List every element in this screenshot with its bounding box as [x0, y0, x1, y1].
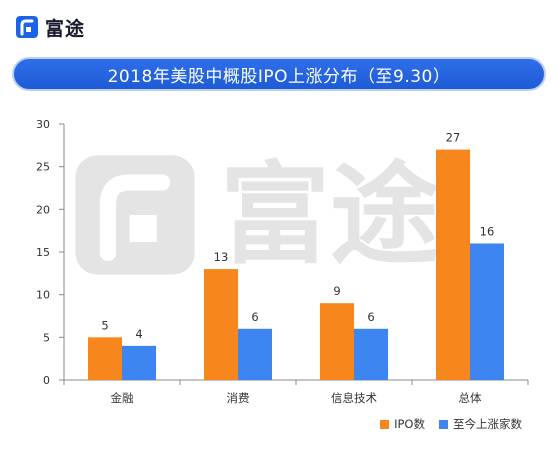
bar-rising	[238, 328, 272, 380]
data-label: 27	[446, 131, 461, 145]
data-label: 5	[101, 318, 108, 332]
y-tick-label: 25	[36, 161, 50, 174]
bar-chart: 0 5 10 15 20 25 30 5 4 金融 13 6 消费 9 6 信息技术 27 16 总体	[36, 118, 529, 405]
x-tick-label: 信息技术	[331, 391, 377, 405]
x-tick-label: 总体	[459, 391, 482, 405]
legend-label-ipo: IPO数	[394, 417, 425, 431]
bar-rising	[122, 345, 156, 380]
data-label: 16	[480, 224, 495, 238]
data-label: 9	[333, 284, 340, 298]
data-label: 13	[214, 250, 229, 264]
y-tick-label: 30	[36, 118, 50, 131]
chart-title: 2018年美股中概股IPO上涨分布（至9.30）	[107, 66, 451, 87]
bar-ipo	[88, 337, 122, 380]
brand-logo: 富途	[15, 14, 85, 40]
legend-item-rising: 至今上涨家数	[439, 416, 522, 432]
futu-logo-icon	[16, 16, 38, 38]
legend-swatch-ipo	[380, 419, 390, 429]
y-tick-label: 5	[43, 331, 50, 344]
bar-rising	[470, 243, 504, 380]
data-label: 6	[251, 310, 258, 324]
legend-item-ipo: IPO数	[380, 416, 425, 432]
brand-name: 富途	[45, 17, 86, 40]
bar-rising	[354, 328, 388, 380]
data-label: 6	[367, 310, 374, 324]
chart-title-bar: 2018年美股中概股IPO上涨分布（至9.30）	[12, 57, 546, 91]
bar-ipo	[436, 149, 470, 380]
x-tick-label: 金融	[111, 391, 134, 405]
bar-ipo	[320, 303, 354, 380]
x-tick-label: 消费	[227, 391, 250, 405]
y-tick-label: 20	[36, 203, 50, 216]
chart-legend: IPO数 至今上涨家数	[366, 416, 522, 432]
data-label: 4	[135, 327, 142, 341]
legend-swatch-rising	[439, 419, 448, 429]
bar-ipo	[204, 269, 238, 380]
legend-label-rising: 至今上涨家数	[453, 417, 522, 431]
y-tick-label: 10	[36, 289, 50, 302]
y-tick-label: 15	[36, 246, 50, 259]
y-tick-label: 0	[43, 374, 50, 387]
